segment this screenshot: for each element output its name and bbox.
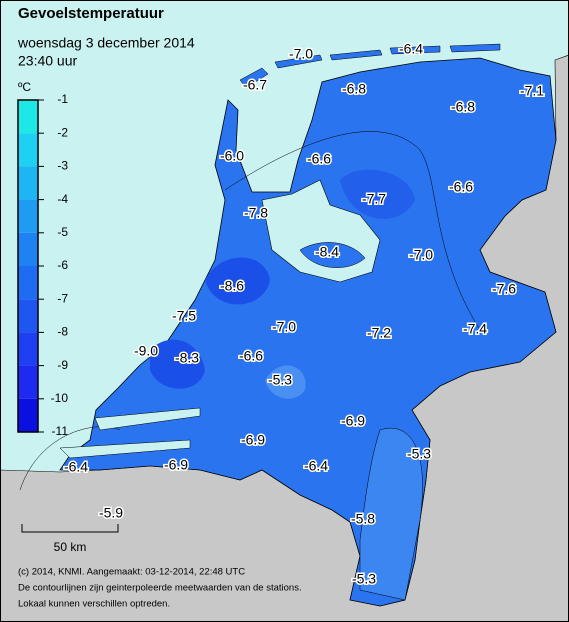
footer-line: Lokaal kunnen verschillen optreden. [18, 599, 170, 610]
station-value: -7.8 [244, 205, 268, 221]
station-value: -5.3 [352, 571, 376, 587]
station-value: -8.6 [220, 278, 244, 294]
legend-swatch [18, 166, 38, 200]
legend-tick-label: -2 [57, 125, 68, 139]
station-value: -5.8 [351, 511, 375, 527]
station-value: -7.1 [520, 83, 544, 99]
mild-zone [265, 365, 306, 399]
legend-swatch [18, 133, 38, 167]
station-value: -7.2 [367, 325, 391, 341]
station-value: -6.9 [164, 457, 188, 473]
station-value: -6.6 [239, 348, 263, 364]
estuary [59, 407, 201, 459]
legend-tick-label: -1 [57, 92, 68, 106]
legend-swatch [18, 100, 38, 134]
contour [224, 131, 481, 331]
scale-bar [21, 524, 119, 533]
polder [299, 242, 366, 268]
station-value: -7.4 [463, 321, 487, 337]
cold-zone [340, 169, 415, 219]
station-value: -7.0 [289, 46, 313, 62]
station-value: -7.0 [272, 319, 296, 335]
cold-zone [150, 339, 205, 389]
legend-tick-label: -11 [52, 424, 69, 438]
legend-swatch [18, 398, 38, 432]
islands [239, 43, 501, 89]
legend-tick-label: -6 [57, 258, 68, 272]
legend-tick-label: -8 [57, 325, 68, 339]
station-value: -6.7 [243, 77, 267, 93]
legend-tick-label: -5 [57, 225, 68, 239]
station-value: -5.9 [99, 505, 123, 521]
legend-unit: ºC [18, 80, 31, 94]
date: woensdag 3 december 2014 [17, 35, 195, 51]
legend-swatch [18, 365, 38, 399]
station-value: -7.5 [172, 308, 196, 324]
station-value: -6.8 [342, 81, 366, 97]
station-value: -8.3 [175, 350, 199, 366]
legend-swatch [18, 332, 38, 366]
station-value: -9.0 [134, 343, 158, 359]
cold-zone [205, 257, 270, 305]
legend-swatch [18, 199, 38, 233]
station-value: -6.9 [241, 432, 265, 448]
legend-tick-label: -10 [51, 391, 69, 405]
title: Gevoelstemperatuur [18, 5, 164, 22]
station-value: -6.6 [449, 179, 473, 195]
scale-label: 50 km [54, 540, 87, 554]
station-value: -6.4 [399, 41, 423, 57]
station-value: -6.4 [304, 458, 328, 474]
station-value: -7.0 [409, 247, 433, 263]
station-value: -6.0 [220, 148, 244, 164]
station-value: -6.9 [341, 413, 365, 429]
legend-tick-label: -9 [57, 358, 68, 372]
legend-swatch [18, 299, 38, 333]
station-value: -8.4 [315, 244, 339, 260]
legend-tick-label: -4 [57, 192, 68, 206]
time: 23:40 uur [18, 53, 77, 69]
station-value: -6.4 [64, 459, 88, 475]
station-value: -5.3 [268, 372, 292, 388]
legend-tick-label: -3 [57, 159, 68, 173]
station-value: -6.6 [307, 151, 331, 167]
footer-line: (c) 2014, KNMI. Aangemaakt: 03-12-2014, … [18, 567, 245, 578]
legend-swatch [18, 266, 38, 300]
station-value: -7.6 [492, 281, 516, 297]
footer-line: De contourlijnen zijn geinterpoleerde me… [18, 583, 302, 594]
legend-tick-label: -7 [57, 291, 68, 305]
station-value: -6.8 [451, 99, 475, 115]
station-value: -7.7 [362, 191, 386, 207]
mild-zone [359, 428, 423, 601]
legend-swatch [18, 232, 38, 266]
station-value: -5.3 [407, 446, 431, 462]
